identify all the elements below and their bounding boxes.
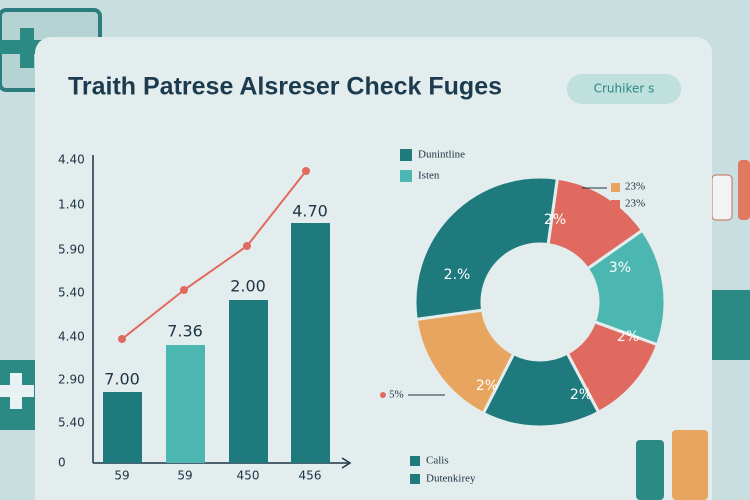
decor-bottle [738, 160, 750, 220]
y-axis-label: 0 [58, 456, 66, 470]
bar-label: 4.70 [292, 202, 328, 221]
legend-label: 23% [625, 181, 645, 193]
legend-swatch [611, 183, 620, 192]
segment-label: 3% [609, 260, 631, 276]
x-axis-label: 59 [114, 469, 129, 483]
decor-cross-panel [712, 290, 750, 360]
x-axis-label: 59 [177, 469, 192, 483]
trend-points [118, 167, 310, 343]
legend-label: Calis [426, 455, 449, 467]
callout-dot [380, 392, 386, 398]
legend-label: Dunintline [418, 149, 465, 161]
y-axis-label: 5.40 [58, 286, 85, 300]
legend-label: Dutenkirey [426, 473, 476, 485]
trend-point [302, 167, 310, 175]
title: Traith Patrese Alsreser Check Fuges [68, 73, 502, 101]
bar [229, 300, 268, 463]
bar-label: 7.36 [167, 322, 203, 341]
y-axis-label: 4.40 [58, 330, 85, 344]
x-axis-label: 450 [237, 469, 260, 483]
donut [413, 175, 667, 429]
legend-label: 23% [625, 198, 645, 210]
decor-bottle [672, 430, 708, 500]
y-axis-label: 4.40 [58, 153, 85, 167]
bar-chart-texts: 4.40 1.40 5.90 5.40 4.40 2.90 5.40 0 59 59 450 456 7… [58, 153, 328, 483]
y-axis-label: 1.40 [58, 198, 85, 212]
segment-label: 2% [570, 387, 592, 403]
legend-swatch [400, 149, 412, 161]
trend-line [121, 170, 307, 340]
legend-swatch [410, 456, 420, 466]
donut-texts: 2% 3% 2% 2% 2% 2.% Dunintline Isten 23% 23% Calis D… [380, 149, 645, 485]
bar-label: 2.00 [230, 277, 266, 296]
legend-swatch [400, 170, 412, 182]
segment-label: 2% [476, 378, 498, 394]
segment-label: 2.% [444, 267, 471, 283]
x-axis-label: 456 [299, 469, 322, 483]
button-label[interactable]: Cruhiker s [594, 82, 655, 96]
y-axis-label: 5.90 [58, 243, 85, 257]
bar [103, 392, 142, 463]
legend-swatch [410, 474, 420, 484]
bar [166, 345, 205, 463]
button[interactable] [567, 74, 681, 104]
decor-bottle [636, 440, 664, 500]
y-axis-label: 5.40 [58, 416, 85, 430]
legend-swatch [611, 200, 620, 209]
y-axis-label: 2.90 [58, 373, 85, 387]
bar-label: 7.00 [104, 370, 140, 389]
decor-cross [0, 28, 48, 68]
decor-cross [0, 373, 34, 409]
trend-point [243, 242, 251, 250]
legend-label: Isten [418, 170, 440, 182]
decor-bottle [711, 174, 733, 221]
donut-segment [413, 175, 560, 322]
trend-point [180, 286, 188, 294]
trend-point [118, 335, 126, 343]
axis-arrow [341, 457, 352, 469]
callout-label: 5% [389, 389, 404, 401]
segment-label: 2% [544, 212, 566, 228]
segment-label: 2% [617, 329, 639, 345]
bar [291, 223, 330, 463]
